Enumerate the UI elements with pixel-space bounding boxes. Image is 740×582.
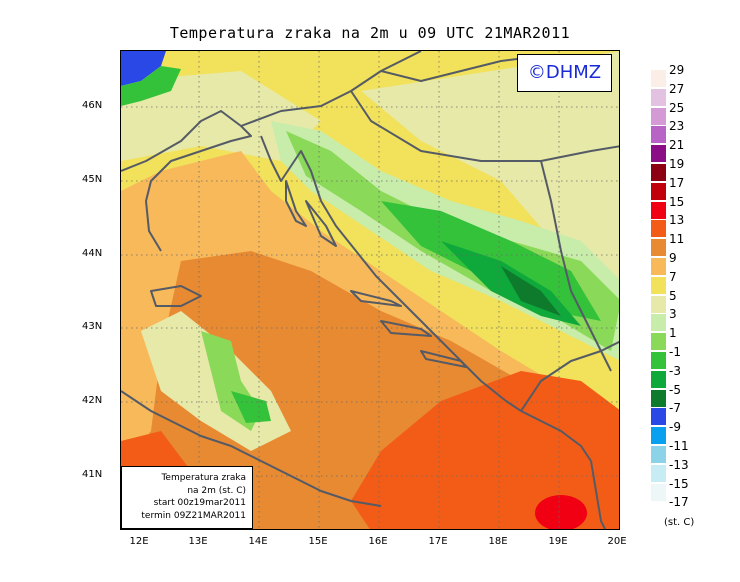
legend-label: 5 xyxy=(669,288,677,303)
legend-label: -3 xyxy=(669,363,681,378)
info-line-3: start 00z19mar2011 xyxy=(153,498,246,508)
lat-label-45n: 45N xyxy=(82,174,103,185)
field-red-orange-south xyxy=(351,371,619,529)
lon-label-16e: 16E xyxy=(368,536,388,547)
legend-label: 23 xyxy=(669,119,685,134)
legend-label: 15 xyxy=(669,194,685,209)
island-2 xyxy=(305,200,337,247)
lon-label-18e: 18E xyxy=(488,536,508,547)
field-apennine-green-2 xyxy=(231,391,271,423)
field-hot-spot xyxy=(535,495,587,529)
legend-label: 7 xyxy=(669,269,677,284)
legend-swatch xyxy=(651,408,666,426)
color-legend: 29 27 25 23 21 19 17 15 13 11 9 7 5 3 1 -1 -3 -5 -7 -9 -11 -1… xyxy=(651,63,689,509)
field-dinaric-darkest xyxy=(501,266,561,316)
legend-swatch xyxy=(651,295,666,313)
lon-label-19e: 19E xyxy=(548,536,568,547)
info-line-4: termin 09Z21MAR2011 xyxy=(141,510,246,521)
island-gargano xyxy=(150,285,202,307)
legend-swatch xyxy=(651,314,666,332)
legend-swatch xyxy=(651,464,666,482)
legend-swatch xyxy=(651,239,666,257)
field-pale-north xyxy=(121,71,321,161)
legend-unit: (st. C) xyxy=(664,517,695,528)
legend-swatch xyxy=(651,389,666,407)
legend-label: 29 xyxy=(669,63,685,77)
legend-label: -9 xyxy=(669,420,681,435)
lon-label-17e: 17E xyxy=(428,536,448,547)
island-4 xyxy=(380,320,432,337)
info-box: Temperatura zraka na 2m (st. C) start 00… xyxy=(121,466,253,529)
legend-label: 11 xyxy=(669,232,685,247)
legend-swatch xyxy=(651,483,666,501)
coast-istria-dalmatia xyxy=(260,135,592,462)
legend-swatch xyxy=(651,201,666,219)
border-hungary xyxy=(380,55,542,82)
field-alpine-green xyxy=(121,66,181,106)
temperature-map xyxy=(120,50,620,530)
legend-swatch xyxy=(651,70,666,87)
legend-label: 9 xyxy=(669,251,677,265)
island-3 xyxy=(350,290,402,307)
legend-swatch xyxy=(651,107,666,125)
lat-label-44n: 44N xyxy=(82,248,103,259)
island-1 xyxy=(285,180,307,227)
legend-label: 17 xyxy=(669,175,685,190)
border-montenegro xyxy=(520,340,619,412)
legend-label: -1 xyxy=(669,345,681,359)
legend-swatch xyxy=(651,145,666,163)
lon-label-14e: 14E xyxy=(248,536,268,547)
border-croatia-bih xyxy=(350,90,619,162)
field-alpine-blue xyxy=(121,51,166,86)
legend-label: 1 xyxy=(669,326,677,341)
lat-label-42n: 42N xyxy=(82,395,103,406)
info-line-2: na 2m (st. C) xyxy=(187,485,246,496)
lat-label-43n: 43N xyxy=(82,321,103,332)
legend-swatch xyxy=(651,88,666,106)
graticule xyxy=(121,51,619,529)
lon-label-15e: 15E xyxy=(308,536,328,547)
coast-italy-south xyxy=(121,390,382,507)
legend-label: -7 xyxy=(669,401,681,416)
legend-label: 25 xyxy=(669,100,685,115)
coast-italy-east xyxy=(121,110,252,252)
map-title: Temperatura zraka na 2m u 09 UTC 21MAR20… xyxy=(169,24,571,42)
lat-label-41n: 41N xyxy=(82,469,103,480)
lon-label-13e: 13E xyxy=(188,536,208,547)
legend-label: -11 xyxy=(669,439,689,453)
legend-label: 3 xyxy=(669,307,677,322)
legend-label: 27 xyxy=(669,81,685,96)
lon-label-12e: 12E xyxy=(129,536,149,547)
lat-label-46n: 46N xyxy=(82,100,103,111)
legend-label: 21 xyxy=(669,138,685,153)
legend-label: -13 xyxy=(669,457,689,472)
island-5 xyxy=(420,350,467,368)
legend-swatch xyxy=(651,220,666,238)
coast-albania xyxy=(590,460,607,529)
legend-swatch xyxy=(651,427,666,445)
legend-swatch xyxy=(651,446,666,463)
legend-swatch xyxy=(651,126,666,144)
legend-swatch xyxy=(651,352,666,369)
legend-swatch xyxy=(651,333,666,351)
legend-swatch xyxy=(651,182,666,200)
legend-label: -5 xyxy=(669,382,681,397)
info-line-1: Temperatura zraka xyxy=(161,473,246,483)
legend-label: 13 xyxy=(669,213,685,228)
border-bih-serbia xyxy=(540,160,612,372)
coastlines xyxy=(121,51,619,529)
legend-label: -17 xyxy=(669,495,689,510)
lon-label-20e: 20E xyxy=(607,536,627,547)
legend-label: -15 xyxy=(669,476,689,491)
legend-swatch xyxy=(651,164,666,181)
map-canvas xyxy=(121,51,619,529)
legend-swatch xyxy=(651,276,666,294)
legend-swatch xyxy=(651,258,666,275)
dhmz-logo: ©DHMZ xyxy=(517,54,612,92)
legend-swatch xyxy=(651,370,666,388)
legend-label: 19 xyxy=(669,157,685,171)
